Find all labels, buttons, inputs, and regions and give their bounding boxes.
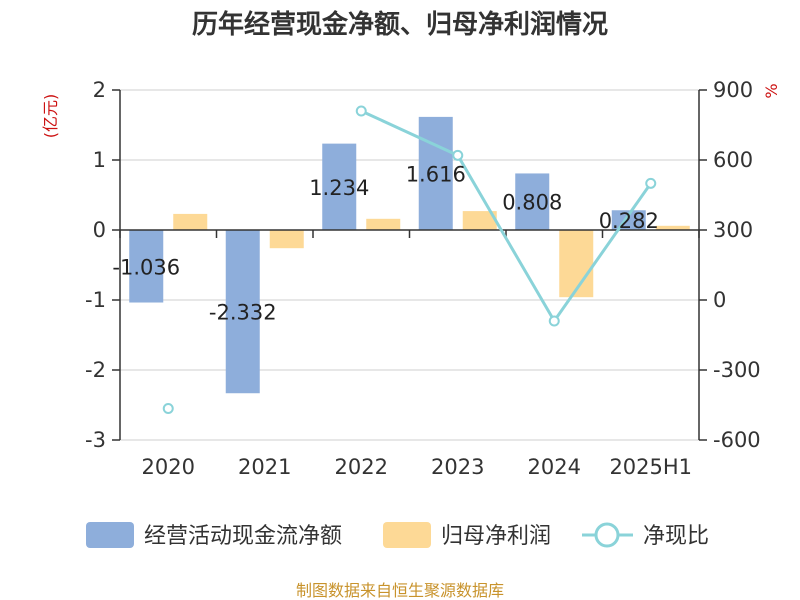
category-label: 2025H1 [609, 455, 692, 479]
chart-title: 历年经营现金净额、归母净利润情况 [192, 9, 608, 40]
gridlines [120, 89, 699, 441]
data-labels: -1.036 -2.332 1.234 1.616 0.808 0.282 [112, 162, 658, 324]
ratio-point [355, 105, 367, 117]
legend-label-cashflow: 经营活动现金流净额 [144, 524, 342, 549]
category-label: 2023 [431, 455, 484, 479]
bar-profit [269, 230, 304, 249]
left-tick-label: 1 [93, 148, 106, 172]
ratio-point [452, 149, 464, 161]
left-axis-unit: (亿元) [41, 94, 60, 139]
bar-profit [173, 213, 208, 230]
data-label-cashflow: 0.282 [599, 209, 659, 233]
right-tick-label: 600 [713, 148, 753, 172]
ratio-line [360, 109, 652, 324]
axes [112, 89, 707, 441]
right-tick-label: -300 [713, 358, 761, 382]
left-tick-label: -3 [85, 428, 106, 452]
data-label-cashflow: 0.808 [502, 191, 562, 215]
legend-swatch-profit [383, 522, 431, 548]
bar-profit [366, 218, 401, 230]
left-tick-label: -1 [85, 288, 106, 312]
legend-label-ratio: 净现比 [643, 524, 709, 549]
left-tick-label: 0 [93, 218, 106, 242]
bar-cashflow [418, 116, 453, 230]
right-tick-label: 900 [713, 78, 753, 102]
left-tick-label: 2 [93, 78, 106, 102]
category-label: 2024 [528, 455, 581, 479]
right-tick-label: -600 [713, 428, 761, 452]
bar-profit [462, 211, 497, 230]
bar-cashflow [515, 173, 550, 230]
bar-cashflow [322, 143, 357, 230]
category-label: 2020 [142, 455, 195, 479]
data-label-cashflow: -2.332 [209, 301, 277, 325]
ratio-point [645, 177, 657, 189]
ratio-line-series [162, 105, 657, 414]
bar-profit [559, 230, 594, 298]
bar-cashflow [225, 230, 260, 394]
data-label-cashflow: -1.036 [112, 255, 180, 279]
bar-cashflow [129, 230, 164, 303]
ratio-point [548, 315, 560, 327]
ratio-point [162, 403, 174, 414]
right-tick-label: 0 [713, 288, 726, 312]
tick-labels: 2 1 0 -1 -2 -3 900 600 300 0 -300 -600 2020 2021 2022 2… [85, 78, 761, 479]
legend-swatch-cashflow [86, 522, 134, 548]
right-tick-label: 300 [713, 218, 753, 242]
legend-label-profit: 归母净利润 [441, 524, 551, 549]
right-axis-unit: % [762, 83, 781, 98]
source-note: 制图数据来自恒生聚源数据库 [296, 581, 504, 600]
bars [129, 116, 690, 394]
category-label: 2021 [238, 455, 291, 479]
data-label-cashflow: 1.234 [309, 176, 369, 200]
bar-profit [655, 225, 690, 230]
category-label: 2022 [335, 455, 388, 479]
data-label-cashflow: 1.616 [406, 162, 466, 186]
legend-swatch-ratio-marker [594, 522, 620, 548]
legend: 经营活动现金流净额 归母净利润 净现比 [86, 522, 709, 549]
left-tick-label: -2 [85, 358, 106, 382]
